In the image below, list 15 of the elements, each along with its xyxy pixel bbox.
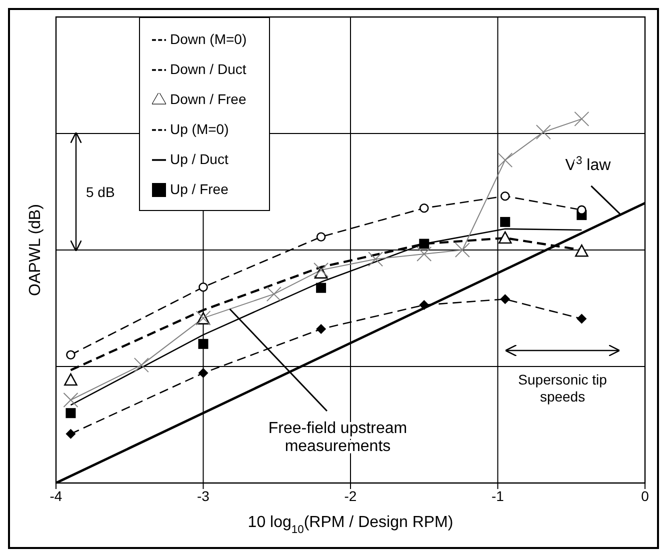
x-tick-label: -2 (344, 488, 357, 504)
annotation: Supersonic tip speeds (518, 372, 608, 404)
legend-label: Up / Duct (170, 151, 228, 167)
y-axis-title: OAPWL (dB) (27, 204, 44, 296)
legend-label: Up (M=0) (170, 121, 229, 137)
x-tick-label: -4 (50, 488, 62, 504)
x-tick-label: -3 (197, 488, 210, 504)
x-axis-title: 10 log$_{10}$(RPM / Design RPM) (248, 514, 454, 536)
legend-label: Down / Duct (170, 61, 246, 77)
legend-label: Down / Free (170, 91, 246, 107)
legend-label: Down (M=0) (170, 31, 247, 47)
x-tick-label: 0 (641, 488, 650, 504)
x-tick-label: -1 (492, 488, 504, 504)
annotation: 5 dB (86, 184, 115, 200)
legend-label: Up / Free (170, 181, 228, 197)
